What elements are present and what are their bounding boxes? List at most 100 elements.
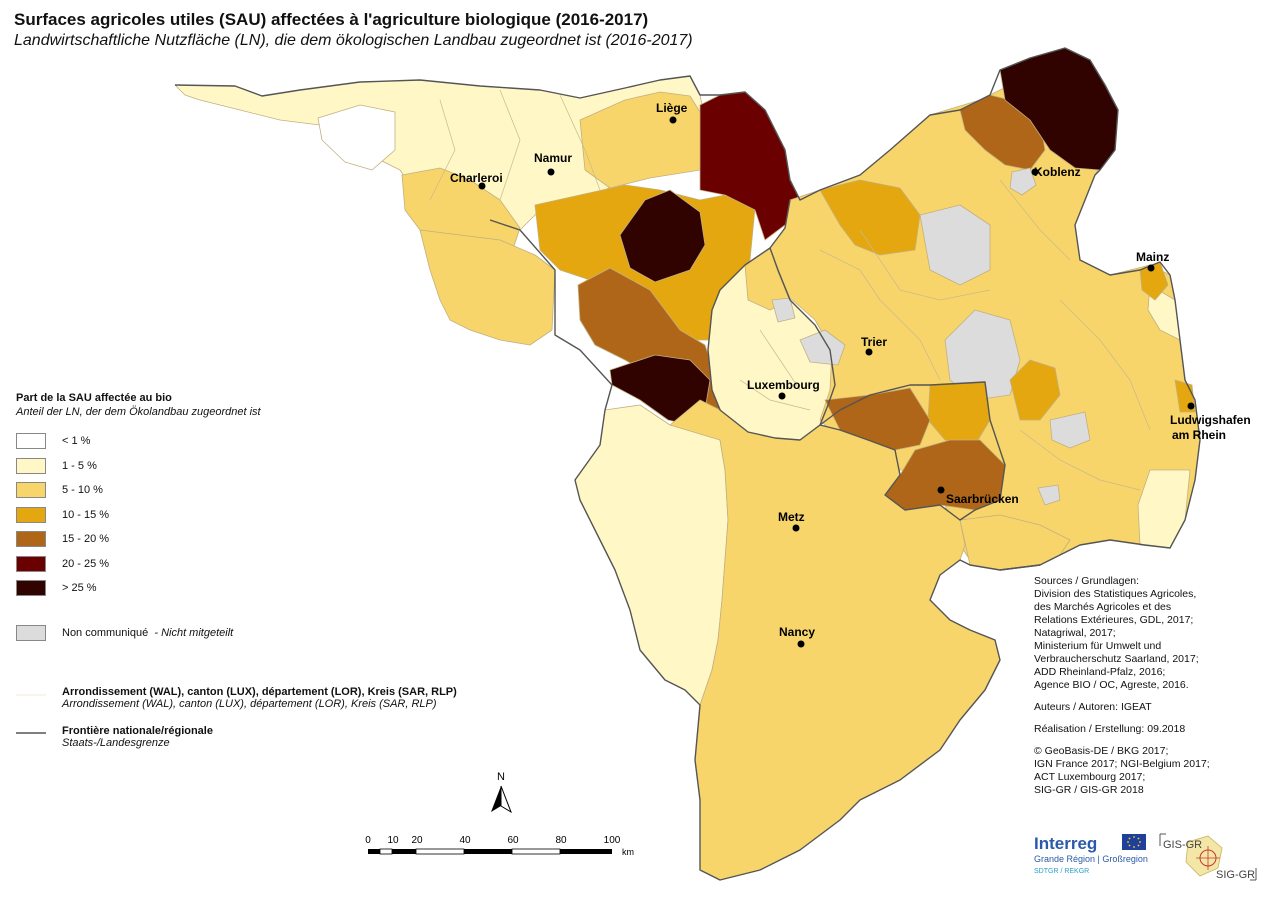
city-dot-saarbrucken — [937, 486, 945, 494]
border-outline — [174, 47, 1201, 881]
legend-label: 5 - 10 % — [62, 484, 103, 496]
interreg-small: SDTGR / REKGR — [1034, 868, 1089, 875]
legend-swatch — [16, 625, 46, 641]
border-label-bold: Frontière nationale/régionale — [62, 725, 213, 737]
city-label: Ludwigshafen — [1170, 413, 1251, 427]
city-labels: Liège Namur Charleroi Koblenz Mainz Trie… — [450, 101, 1251, 639]
map-title: Surfaces agricoles utiles (SAU) affectée… — [14, 10, 649, 29]
copyright-line: ACT Luxembourg 2017; — [1034, 771, 1146, 783]
legend-label: 10 - 15 % — [62, 509, 110, 521]
source-line: des Marchés Agricoles et des — [1034, 601, 1172, 613]
authors-line: Auteurs / Autoren: IGEAT — [1034, 701, 1152, 713]
region-ardennes-dark — [619, 189, 706, 283]
scale-tick: 10 — [387, 835, 399, 846]
border-saarland — [819, 381, 1006, 521]
scale-seg — [368, 849, 380, 854]
scale-seg — [464, 849, 512, 854]
city-dot-charleroi — [478, 182, 486, 190]
north-arrow: N — [491, 771, 512, 814]
legend-swatch — [16, 556, 46, 572]
scale-tick: 60 — [507, 835, 519, 846]
region-nodata-3 — [799, 329, 846, 366]
border-be-lu — [707, 199, 791, 411]
city-dot-namur — [547, 168, 555, 176]
district-line — [559, 94, 601, 191]
city-dot-ludwigshafen — [1187, 402, 1195, 410]
legend-swatch — [16, 433, 46, 449]
legend-label: Non communiqué — [62, 627, 149, 639]
city-label: Namur — [534, 151, 572, 165]
district-line — [1059, 299, 1151, 431]
city-label: Koblenz — [1034, 165, 1081, 179]
district-line — [739, 379, 811, 411]
city-label: Liège — [656, 101, 688, 115]
legend-label: 1 - 5 % — [62, 460, 97, 472]
gis-map-icon — [1185, 835, 1223, 877]
copyright-line: SIG-GR / GIS-GR 2018 — [1034, 784, 1144, 796]
city-label: Nancy — [779, 625, 815, 639]
city-label: am Rhein — [1172, 428, 1226, 442]
region-nodata-1 — [919, 204, 991, 286]
borders — [174, 47, 1201, 881]
source-line: ADD Rheinland-Pfalz, 2016; — [1034, 666, 1166, 678]
region-nodata-5 — [1049, 411, 1091, 449]
source-line: Natagriwal, 2017; — [1034, 627, 1116, 639]
district-line — [759, 329, 801, 391]
district-line — [429, 99, 456, 201]
border-be-fr — [489, 219, 613, 411]
legend-swatch — [16, 458, 46, 474]
source-line: Verbraucherschutz Saarland, 2017; — [1034, 653, 1199, 665]
legend-title: Part de la SAU affectée au bio — [16, 392, 172, 404]
city-label: Mainz — [1136, 250, 1169, 264]
scale-unit: km — [622, 847, 634, 857]
scale-tick: 20 — [411, 835, 423, 846]
legend-item-1-5: 1 - 5 % — [16, 457, 97, 475]
legend-item-lt1: < 1 % — [16, 432, 90, 450]
north-arrow-right — [500, 785, 512, 814]
region-pfalz-orange — [1009, 359, 1061, 421]
district-line — [879, 299, 941, 381]
legend-item-10-15: 10 - 15 % — [16, 506, 109, 524]
border-lu-de — [769, 247, 836, 426]
city-dot-nancy — [797, 640, 805, 648]
district-line — [499, 89, 521, 201]
region-meuse — [574, 404, 729, 706]
legend-item-gt25: > 25 % — [16, 579, 97, 597]
source-line: Agence BIO / OC, Agreste, 2016. — [1034, 679, 1189, 691]
region-hainaut-south — [419, 229, 556, 346]
city-dot-koblenz — [1031, 168, 1039, 176]
legend-item-nodata: Non communiqué - Nicht mitgeteilt — [16, 624, 233, 642]
legend-swatch — [16, 482, 46, 498]
source-line: Sources / Grundlagen: — [1034, 575, 1140, 587]
gis-gr-logo: GIS-GR SIG-GR — [1159, 833, 1257, 881]
region-nodata-6 — [1037, 484, 1061, 506]
gis-bottom-text: SIG-GR — [1216, 869, 1255, 881]
region-nodata-4 — [1009, 167, 1037, 196]
scale-bar: 0 10 20 40 60 80 100 km — [365, 835, 634, 857]
legend-label-de: - Nicht mitgeteilt — [154, 627, 234, 639]
border-line-icon — [16, 732, 46, 734]
interreg-logo: Interreg Grande Région | Großregion SDTG… — [1034, 834, 1148, 875]
legend-item-20-25: 20 - 25 % — [16, 555, 109, 573]
city-label: Saarbrücken — [946, 492, 1019, 506]
scale-seg — [560, 849, 612, 854]
legend-border: Frontière nationale/régionale Staats-/La… — [16, 725, 213, 749]
legend-item-5-10: 5 - 10 % — [16, 481, 103, 499]
admin-line-icon — [16, 694, 46, 696]
source-line: Relations Extérieures, GDL, 2017; — [1034, 614, 1194, 626]
interreg-sub: Grande Région | Großregion — [1034, 854, 1148, 864]
admin-label-bold: Arrondissement (WAL), canton (LUX), dépa… — [62, 686, 457, 698]
city-dot-mainz — [1147, 264, 1155, 272]
legend-item-15-20: 15 - 20 % — [16, 530, 109, 548]
city-label: Trier — [861, 335, 887, 349]
city-label: Charleroi — [450, 171, 503, 185]
copyright-line: IGN France 2017; NGI-Belgium 2017; — [1034, 758, 1210, 770]
scale-seg — [415, 848, 465, 855]
legend: Part de la SAU affectée au bio Anteil de… — [16, 392, 576, 749]
scale-seg — [511, 848, 561, 855]
realisation-line: Réalisation / Erstellung: 09.2018 — [1034, 723, 1186, 735]
source-line: Division des Statistiques Agricoles, — [1034, 588, 1197, 600]
scale-tick: 0 — [365, 835, 371, 846]
interreg-text: Interreg — [1034, 834, 1097, 853]
